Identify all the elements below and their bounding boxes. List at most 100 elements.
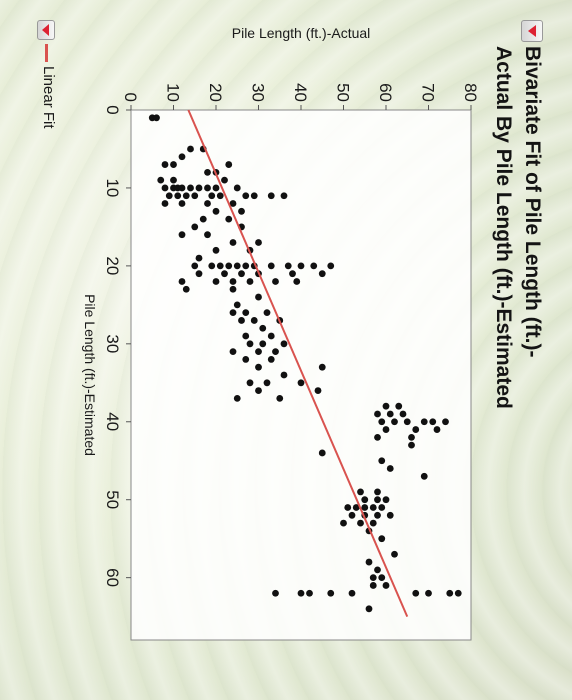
data-point (293, 278, 301, 285)
data-point (374, 511, 381, 519)
data-point (246, 278, 254, 285)
data-point (204, 168, 211, 176)
x-axis-label: Pile Length (ft.)-Estimated (82, 294, 98, 456)
data-point (208, 262, 216, 270)
data-point (199, 215, 207, 223)
data-point (195, 184, 203, 192)
data-point (267, 332, 275, 340)
data-point (348, 511, 356, 519)
data-point (233, 184, 241, 192)
data-point (170, 161, 177, 168)
data-point (255, 348, 262, 356)
data-point (306, 589, 313, 597)
data-point (255, 239, 262, 246)
y-tick-label: 50 (334, 83, 353, 102)
data-point (204, 184, 211, 192)
data-point (395, 402, 403, 410)
data-point (382, 402, 390, 410)
data-point (365, 558, 373, 566)
data-point (318, 270, 326, 278)
data-point (187, 145, 194, 153)
data-point (374, 566, 381, 574)
data-point (378, 457, 386, 465)
data-point (429, 418, 437, 426)
data-point (250, 192, 258, 200)
data-point (454, 589, 462, 597)
data-point (386, 410, 394, 418)
data-point (174, 192, 182, 200)
data-point (412, 426, 420, 433)
data-point (284, 262, 292, 270)
data-point (238, 207, 245, 215)
x-tick-label: 30 (103, 334, 122, 353)
report-title-line-2: Actual By Pile Length (ft.)-Estimated (492, 46, 515, 409)
y-tick-label: 10 (164, 83, 183, 102)
data-point (348, 589, 356, 597)
data-point (420, 418, 428, 426)
data-point (378, 504, 386, 511)
x-tick-label: 60 (103, 568, 122, 587)
data-point (272, 589, 279, 597)
x-tick-label: 50 (103, 490, 122, 509)
data-point (170, 176, 177, 184)
data-point (289, 270, 296, 278)
data-point (233, 394, 241, 402)
data-point (178, 231, 186, 239)
bivariate-report-panel: Bivariate Fit of Pile Length (ft.)- Actu… (21, 10, 551, 690)
y-axis: 0 10 20 30 40 50 60 70 80 (121, 83, 480, 110)
data-point (212, 278, 220, 285)
data-point (382, 496, 390, 504)
data-point (382, 582, 390, 589)
data-point (221, 176, 228, 184)
data-point (216, 262, 224, 270)
red-triangle-icon[interactable] (521, 20, 543, 42)
data-points (148, 114, 462, 613)
data-point (259, 340, 267, 348)
data-point (297, 262, 305, 270)
data-point (250, 317, 258, 324)
x-axis: 0 10 20 30 40 50 60 (103, 105, 131, 587)
data-point (182, 285, 190, 293)
data-point (408, 433, 415, 441)
data-point (399, 410, 407, 418)
data-point (238, 317, 245, 324)
data-point (216, 192, 224, 200)
data-point (178, 200, 186, 207)
data-point (378, 535, 386, 543)
data-point (161, 200, 169, 207)
data-point (238, 270, 245, 278)
data-point (378, 574, 386, 582)
data-point (161, 184, 169, 192)
data-point (442, 418, 449, 426)
data-point (386, 465, 394, 472)
data-point (212, 246, 220, 254)
data-point (157, 176, 165, 184)
data-point (280, 371, 288, 379)
data-point (182, 192, 190, 200)
x-tick-label: 0 (103, 105, 122, 114)
fit-red-triangle-icon[interactable] (37, 20, 55, 40)
data-point (391, 418, 398, 426)
data-point (408, 441, 415, 449)
data-point (178, 184, 186, 192)
scatter-plot: Pile Length (ft.)-Actual 0 10 20 30 40 50 60 70… (82, 25, 480, 641)
data-point (382, 426, 390, 433)
data-point (357, 488, 364, 496)
data-point (433, 426, 441, 433)
data-point (267, 356, 275, 363)
data-point (255, 387, 262, 394)
data-point (212, 184, 220, 192)
data-point (412, 589, 420, 597)
data-point (229, 348, 237, 356)
data-point (208, 192, 216, 200)
x-tick-label: 20 (103, 256, 122, 275)
report-header[interactable]: Bivariate Fit of Pile Length (ft.)- Actu… (481, 10, 551, 690)
data-point (361, 496, 369, 504)
data-point (378, 418, 386, 426)
data-point (374, 496, 381, 504)
data-point (369, 582, 377, 589)
linear-fit-outline[interactable]: Linear Fit (31, 10, 61, 310)
data-point (425, 589, 432, 597)
data-point (225, 262, 233, 270)
x-tick-label: 40 (103, 412, 122, 431)
